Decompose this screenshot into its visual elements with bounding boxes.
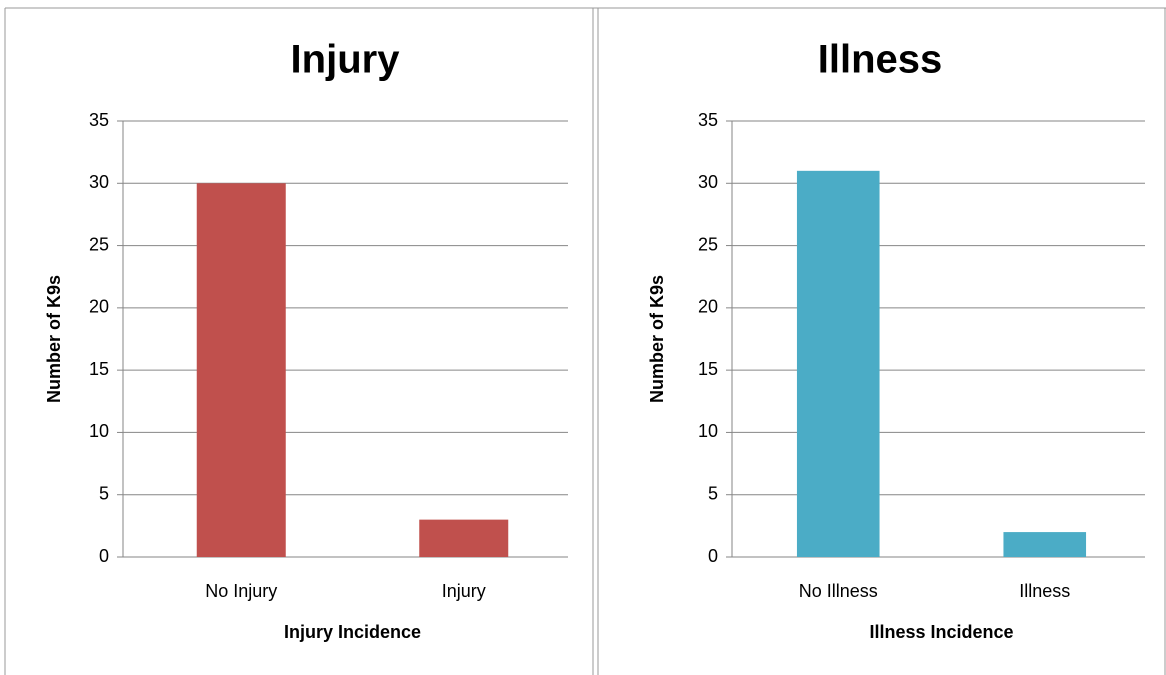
x-tick-label: No Injury [205, 581, 277, 601]
chart-title: Injury [291, 38, 401, 82]
y-tick-label: 30 [698, 172, 718, 192]
y-tick-label: 10 [89, 421, 109, 441]
y-tick-label: 5 [708, 483, 718, 503]
y-tick-label: 25 [698, 234, 718, 254]
y-tick-label: 20 [698, 297, 718, 317]
chart-title: Illness [818, 38, 943, 82]
y-axis-label: Number of K9s [647, 275, 667, 403]
bar [196, 183, 286, 558]
y-tick-label: 15 [89, 359, 109, 379]
bar [796, 170, 880, 558]
y-tick-label: 35 [698, 110, 718, 130]
y-tick-label: 25 [89, 234, 109, 254]
y-tick-label: 5 [99, 483, 109, 503]
y-tick-label: 30 [89, 172, 109, 192]
x-tick-label: Illness [1019, 581, 1070, 601]
y-tick-label: 0 [99, 546, 109, 566]
y-tick-label: 15 [698, 359, 718, 379]
bar [1003, 532, 1087, 557]
x-tick-label: Injury [442, 581, 486, 601]
y-tick-label: 0 [708, 546, 718, 566]
x-axis-label: Injury Incidence [284, 622, 421, 642]
y-tick-label: 35 [89, 110, 109, 130]
y-tick-label: 20 [89, 297, 109, 317]
x-axis-label: Illness Incidence [869, 622, 1013, 642]
bar [419, 519, 509, 557]
y-tick-label: 10 [698, 421, 718, 441]
y-axis-label: Number of K9s [44, 275, 64, 403]
x-tick-label: No Illness [799, 581, 878, 601]
